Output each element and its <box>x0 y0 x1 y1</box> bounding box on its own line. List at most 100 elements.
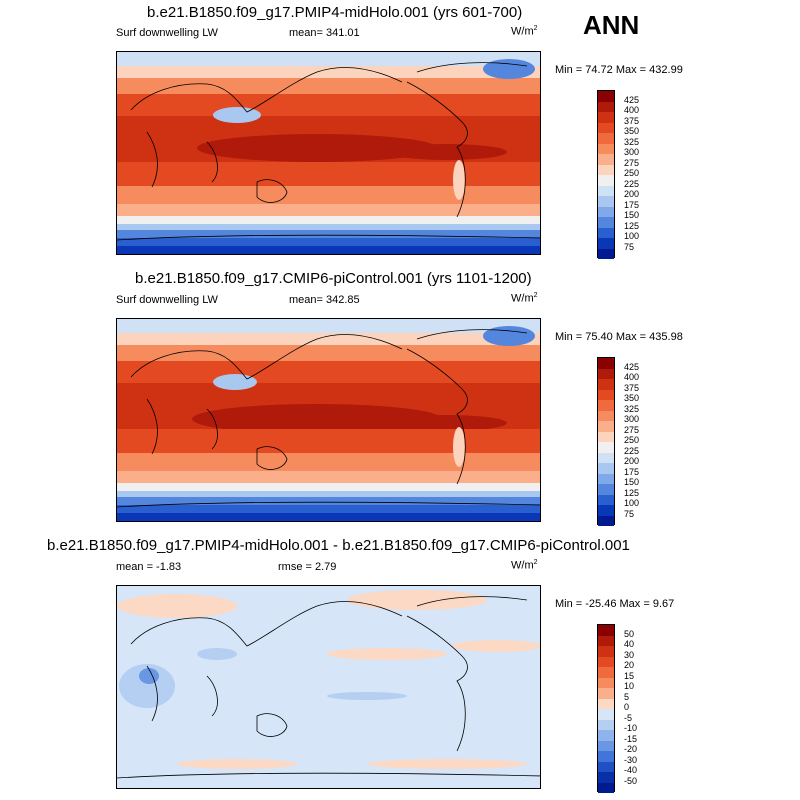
panel-2-field <box>117 319 540 521</box>
colorbar-tick-label: 40 <box>624 639 635 649</box>
colorbar-swatch <box>598 379 614 390</box>
colorbar-tick-label: 400 <box>624 372 640 382</box>
colorbar-tick-label: 375 <box>624 115 640 126</box>
colorbar-tick-label: -15 <box>624 733 638 744</box>
colorbar-swatch <box>598 761 614 772</box>
panel-1-title: b.e21.B1850.f09_g17.PMIP4-midHolo.001 (y… <box>147 4 523 21</box>
colorbar-swatch <box>598 667 614 678</box>
colorbar-tick-label: 20 <box>624 660 635 670</box>
colorbar-swatch <box>598 143 614 154</box>
colorbar-swatch <box>598 389 614 400</box>
colorbar-swatch <box>598 185 614 196</box>
colorbar-tick-label: -5 <box>624 712 633 723</box>
colorbar-tick-label: 100 <box>624 498 640 508</box>
colorbar-swatch <box>598 358 614 369</box>
colorbar-tick-label: 150 <box>624 210 640 220</box>
colorbar-tick-label: 225 <box>624 178 640 189</box>
colorbar-tick-label: 75 <box>624 241 635 252</box>
panel-1-field <box>117 52 540 254</box>
colorbar-swatch <box>598 484 614 495</box>
colorbar-tick-label: 375 <box>624 382 640 393</box>
colorbar-tick-label: -30 <box>624 754 638 765</box>
colorbar-swatch <box>598 101 614 112</box>
colorbar-tick-label: 275 <box>624 157 640 168</box>
colorbar-swatch <box>598 656 614 667</box>
panel-3-colorbar <box>597 624 615 793</box>
panel-3-title: b.e21.B1850.f09_g17.PMIP4-midHolo.001 - … <box>47 537 630 554</box>
colorbar-swatch <box>598 400 614 411</box>
colorbar-swatch <box>598 515 614 526</box>
colorbar-tick-label: 200 <box>624 189 640 199</box>
panel-1-minmax: Min = 74.72 Max = 432.99 <box>555 64 683 76</box>
colorbar-tick-label: 125 <box>624 487 640 498</box>
colorbar-tick-label: 15 <box>624 670 635 681</box>
colorbar-swatch <box>598 368 614 379</box>
panel-3-map <box>116 585 541 789</box>
colorbar-swatch <box>598 133 614 144</box>
colorbar-swatch <box>598 206 614 217</box>
colorbar-swatch <box>598 494 614 505</box>
colorbar-swatch <box>598 751 614 762</box>
colorbar-swatch <box>598 175 614 186</box>
panel-1-map <box>116 51 541 255</box>
colorbar-tick-label: 350 <box>624 126 640 136</box>
colorbar-tick-label: 10 <box>624 681 635 691</box>
colorbar-swatch <box>598 730 614 741</box>
panel-3-units: W/m2 <box>511 559 538 572</box>
colorbar-swatch <box>598 473 614 484</box>
panel-2-colorbar <box>597 357 615 526</box>
colorbar-tick-label: 325 <box>624 403 640 414</box>
colorbar-swatch <box>598 238 614 249</box>
panel-2-map <box>116 318 541 522</box>
colorbar-tick-label: 300 <box>624 414 640 424</box>
colorbar-tick-label: 350 <box>624 393 640 403</box>
colorbar-tick-label: 125 <box>624 220 640 231</box>
colorbar-swatch <box>598 463 614 474</box>
colorbar-tick-label: 0 <box>624 702 630 712</box>
colorbar-swatch <box>598 196 614 207</box>
colorbar-tick-label: -10 <box>624 723 638 733</box>
colorbar-tick-label: 150 <box>624 477 640 487</box>
colorbar-tick-label: 75 <box>624 508 635 519</box>
colorbar-tick-label: -40 <box>624 765 638 775</box>
colorbar-tick-label: 100 <box>624 231 640 241</box>
panel-1-mean-label: mean= 341.01 <box>289 27 360 39</box>
panel-2-units: W/m2 <box>511 292 538 305</box>
panel-1-units: W/m2 <box>511 25 538 38</box>
colorbar-tick-label: 250 <box>624 435 640 445</box>
colorbar-swatch <box>598 782 614 793</box>
colorbar-swatch <box>598 635 614 646</box>
colorbar-tick-label: 225 <box>624 445 640 456</box>
colorbar-tick-label: 5 <box>624 691 630 702</box>
colorbar-tick-label: 400 <box>624 105 640 115</box>
colorbar-swatch <box>598 91 614 102</box>
colorbar-swatch <box>598 740 614 751</box>
panel-2-variable-label: Surf downwelling LW <box>116 294 218 306</box>
colorbar-swatch <box>598 625 614 636</box>
panel-1-variable-label: Surf downwelling LW <box>116 27 218 39</box>
colorbar-swatch <box>598 431 614 442</box>
colorbar-swatch <box>598 248 614 259</box>
colorbar-swatch <box>598 154 614 165</box>
colorbar-swatch <box>598 505 614 516</box>
colorbar-swatch <box>598 112 614 123</box>
colorbar-tick-label: 275 <box>624 424 640 435</box>
colorbar-swatch <box>598 698 614 709</box>
colorbar-tick-label: 30 <box>624 649 635 660</box>
panel-3-minmax: Min = -25.46 Max = 9.67 <box>555 598 675 610</box>
colorbar-tick-label: 175 <box>624 466 640 477</box>
colorbar-swatch <box>598 122 614 133</box>
panel-3-field <box>117 586 540 788</box>
panel-2-minmax: Min = 75.40 Max = 435.98 <box>555 331 683 343</box>
colorbar-swatch <box>598 688 614 699</box>
colorbar-swatch <box>598 217 614 228</box>
colorbar-swatch <box>598 646 614 657</box>
colorbar-tick-label: 425 <box>624 94 640 105</box>
colorbar-tick-label: 300 <box>624 147 640 157</box>
colorbar-swatch <box>598 677 614 688</box>
colorbar-tick-label: 200 <box>624 456 640 466</box>
colorbar-tick-label: 250 <box>624 168 640 178</box>
colorbar-swatch <box>598 772 614 783</box>
colorbar-swatch <box>598 709 614 720</box>
colorbar-swatch <box>598 421 614 432</box>
